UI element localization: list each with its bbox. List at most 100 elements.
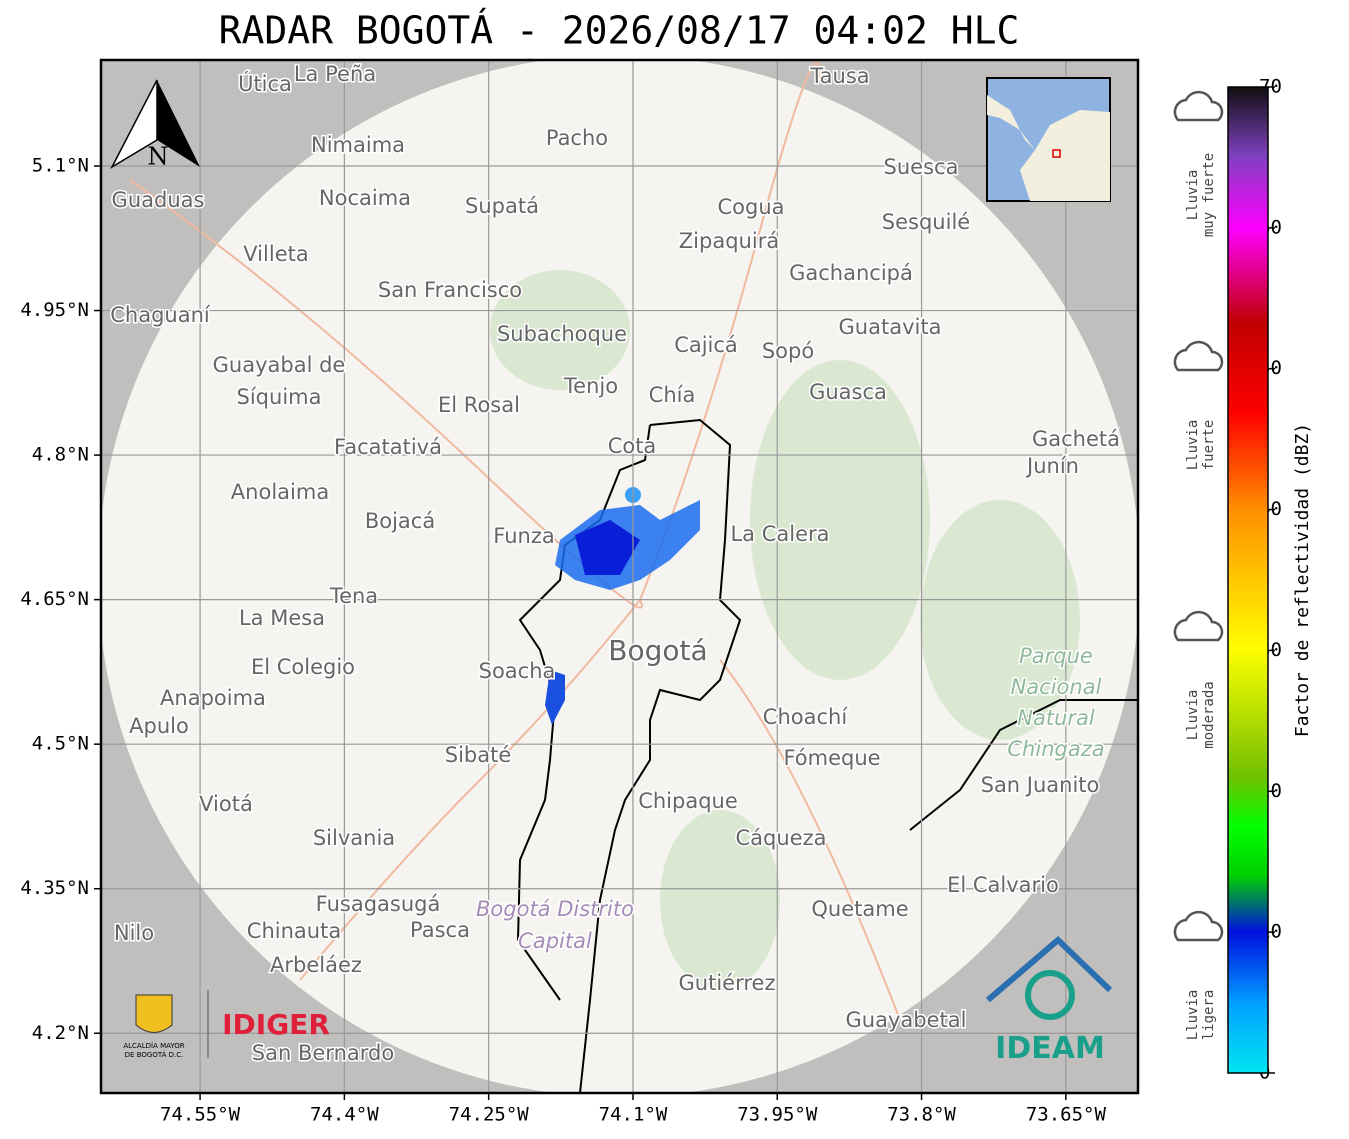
cloud-icon — [1173, 340, 1224, 372]
place-label: Viotá — [199, 792, 253, 816]
place-label: Pacho — [546, 126, 608, 150]
place-label: Funza — [493, 524, 554, 548]
place-label: Zipaquirá — [679, 229, 779, 253]
place-label: San Juanito — [981, 773, 1100, 797]
place-label: Soacha — [479, 659, 556, 683]
place-label: Subachoque — [497, 322, 627, 346]
place-label: Útica — [238, 71, 292, 96]
place-label: Choachí — [763, 705, 849, 729]
place-label: Chipaque — [638, 789, 738, 813]
place-label: Sesquilé — [882, 210, 970, 234]
place-label: San Bernardo — [252, 1041, 394, 1065]
place-label: Apulo — [129, 714, 189, 738]
place-label: Cajicá — [674, 333, 738, 357]
place-label: Chaguaní — [110, 303, 211, 327]
region-label: Bogotá Distrito — [476, 897, 634, 921]
map-frame — [99, 58, 1140, 1095]
place-label: La Calera — [730, 522, 829, 546]
place-label: Cogua — [717, 195, 784, 219]
y-tick-label: 4.8°N — [32, 444, 89, 466]
x-tick-label: 73.8°W — [887, 1104, 956, 1126]
map: Útica La Peña Tausa Pacho Nimaima Suesca Guadu… — [101, 60, 1138, 1093]
place-label: Gachancipá — [789, 261, 913, 285]
legend-label: muy fuerte — [1201, 153, 1217, 237]
place-label: Anapoima — [160, 686, 266, 710]
cloud-icon — [1173, 610, 1224, 642]
y-tick-label: 4.65°N — [20, 588, 89, 610]
department-boundary — [909, 699, 1138, 831]
place-label: Tena — [329, 584, 378, 608]
place-label: Quetame — [811, 897, 908, 921]
place-label: La Mesa — [239, 606, 325, 630]
logo-text: DE BOGOTÁ D.C. — [125, 1050, 184, 1059]
place-label: Bojacá — [365, 509, 435, 533]
legend-label: fuerte — [1201, 420, 1217, 471]
y-tick-label: 4.5°N — [32, 733, 89, 755]
place-label: El Rosal — [438, 393, 520, 417]
place-label: Fómeque — [783, 746, 880, 770]
place-label: El Calvario — [947, 873, 1059, 897]
place-label: Facatativá — [334, 435, 442, 459]
place-label: Tausa — [809, 64, 869, 88]
x-tick-label: 74.55°W — [160, 1104, 241, 1126]
place-labels: Útica La Peña Tausa Pacho Nimaima Suesca Guadu… — [109, 61, 1122, 1067]
x-tick-label: 74.25°W — [449, 1104, 530, 1126]
region-label: Capital — [518, 929, 592, 953]
park-label: Chingaza — [1007, 737, 1104, 761]
legend-label: ligera — [1201, 990, 1217, 1041]
place-label: San Francisco — [378, 278, 522, 302]
logo-ideam-text: IDEAM — [995, 1031, 1105, 1066]
place-label: Fusagasugá — [316, 892, 441, 916]
legend-label: Lluvia — [1185, 990, 1201, 1041]
place-label: Silvania — [313, 826, 395, 850]
x-tick-label: 74.4°W — [310, 1104, 379, 1126]
cloud-icon — [1173, 90, 1224, 122]
place-label: Supatá — [465, 194, 539, 218]
x-tick-label: 74.1°W — [599, 1104, 668, 1126]
cloud-icon — [1173, 910, 1224, 942]
roads — [129, 62, 901, 1021]
legend-label: Lluvia — [1185, 170, 1201, 221]
north-label: N — [148, 143, 169, 171]
colorbar-label: Factor de reflectividad (dBZ) — [1292, 423, 1313, 737]
place-label: Tenjo — [563, 374, 618, 398]
legend-label: Lluvia — [1185, 420, 1201, 471]
x-tick-label: 73.95°W — [737, 1104, 818, 1126]
y-tick-label: 5.1°N — [32, 154, 89, 176]
place-label: Síquima — [237, 385, 322, 409]
place-label: Arbeláez — [270, 953, 362, 977]
place-label: Cáqueza — [736, 826, 827, 850]
place-label: Villeta — [243, 242, 308, 266]
place-label: Nocaima — [319, 186, 411, 210]
logo-idiger: IDIGER — [222, 1008, 330, 1041]
place-label: Guayabal de — [213, 353, 346, 377]
logo-ideam: IDEAM — [986, 935, 1113, 1066]
park-label: Nacional — [1011, 675, 1102, 699]
title: RADAR BOGOTÁ - 2026/08/17 04:02 HLC — [219, 9, 1020, 53]
place-label: Guaduas — [112, 188, 205, 212]
place-label: Pasca — [410, 918, 470, 942]
y-tick-label: 4.2°N — [32, 1022, 89, 1044]
place-label: Chía — [649, 383, 696, 407]
place-label: Anolaima — [231, 480, 329, 504]
place-label: Chinauta — [247, 919, 341, 943]
place-label: Sopó — [762, 339, 814, 363]
district-boundary — [516, 418, 742, 1093]
inset-map — [986, 77, 1111, 202]
place-label: Cota — [608, 434, 657, 458]
place-label: Nilo — [114, 921, 154, 945]
park-label: Parque — [1019, 644, 1093, 668]
place-label: Guatavita — [839, 315, 942, 339]
place-label: Guasca — [809, 380, 887, 404]
place-label: Nimaima — [311, 133, 405, 157]
place-label: Suesca — [884, 155, 959, 179]
colorbar — [1227, 86, 1269, 1074]
place-label: Junín — [1025, 454, 1079, 478]
place-label: Gachetá — [1032, 427, 1120, 451]
place-label: Gutiérrez — [679, 971, 776, 995]
place-label: La Peña — [294, 62, 376, 86]
place-label: El Colegio — [251, 655, 355, 679]
place-label: Sibaté — [445, 743, 512, 767]
